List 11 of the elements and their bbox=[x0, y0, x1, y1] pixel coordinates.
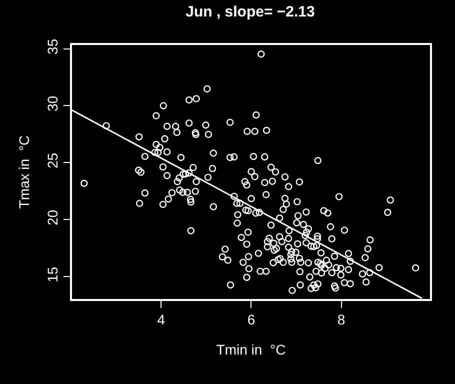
x-axis-title: Tmin in °C bbox=[216, 341, 286, 358]
y-axis-title: Tmax in °C bbox=[16, 135, 32, 209]
y-tick-label: 25 bbox=[44, 152, 61, 168]
y-tick-label: 15 bbox=[44, 266, 61, 282]
x-tick-label: 6 bbox=[247, 312, 256, 328]
chart-title: Jun , slope= −2.13 bbox=[186, 3, 315, 20]
y-tick-label: 20 bbox=[44, 210, 61, 226]
y-tick-label: 30 bbox=[44, 96, 61, 112]
x-tick-label: 4 bbox=[157, 312, 166, 328]
x-tick-label: 8 bbox=[337, 312, 346, 328]
y-tick-label: 35 bbox=[44, 38, 61, 54]
